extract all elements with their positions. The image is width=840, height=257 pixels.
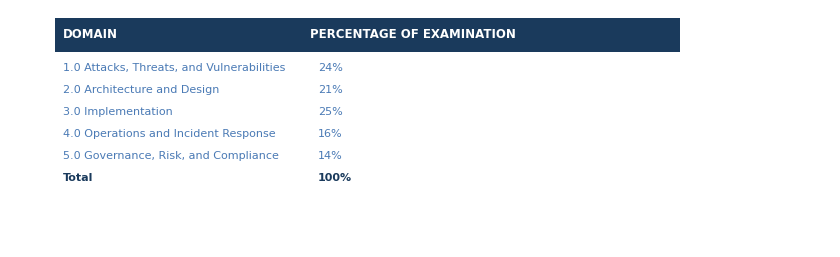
Text: 100%: 100%	[318, 173, 352, 183]
Text: 24%: 24%	[318, 63, 343, 73]
Text: 5.0 Governance, Risk, and Compliance: 5.0 Governance, Risk, and Compliance	[63, 151, 279, 161]
Text: 2.0 Architecture and Design: 2.0 Architecture and Design	[63, 85, 219, 95]
Text: 14%: 14%	[318, 151, 343, 161]
Text: 4.0 Operations and Incident Response: 4.0 Operations and Incident Response	[63, 129, 276, 139]
Text: 16%: 16%	[318, 129, 343, 139]
FancyBboxPatch shape	[55, 18, 680, 52]
Text: 1.0 Attacks, Threats, and Vulnerabilities: 1.0 Attacks, Threats, and Vulnerabilitie…	[63, 63, 286, 73]
Text: 3.0 Implementation: 3.0 Implementation	[63, 107, 173, 117]
Text: Total: Total	[63, 173, 93, 183]
Text: 25%: 25%	[318, 107, 343, 117]
Text: PERCENTAGE OF EXAMINATION: PERCENTAGE OF EXAMINATION	[310, 29, 516, 41]
Text: 21%: 21%	[318, 85, 343, 95]
Text: DOMAIN: DOMAIN	[63, 29, 118, 41]
